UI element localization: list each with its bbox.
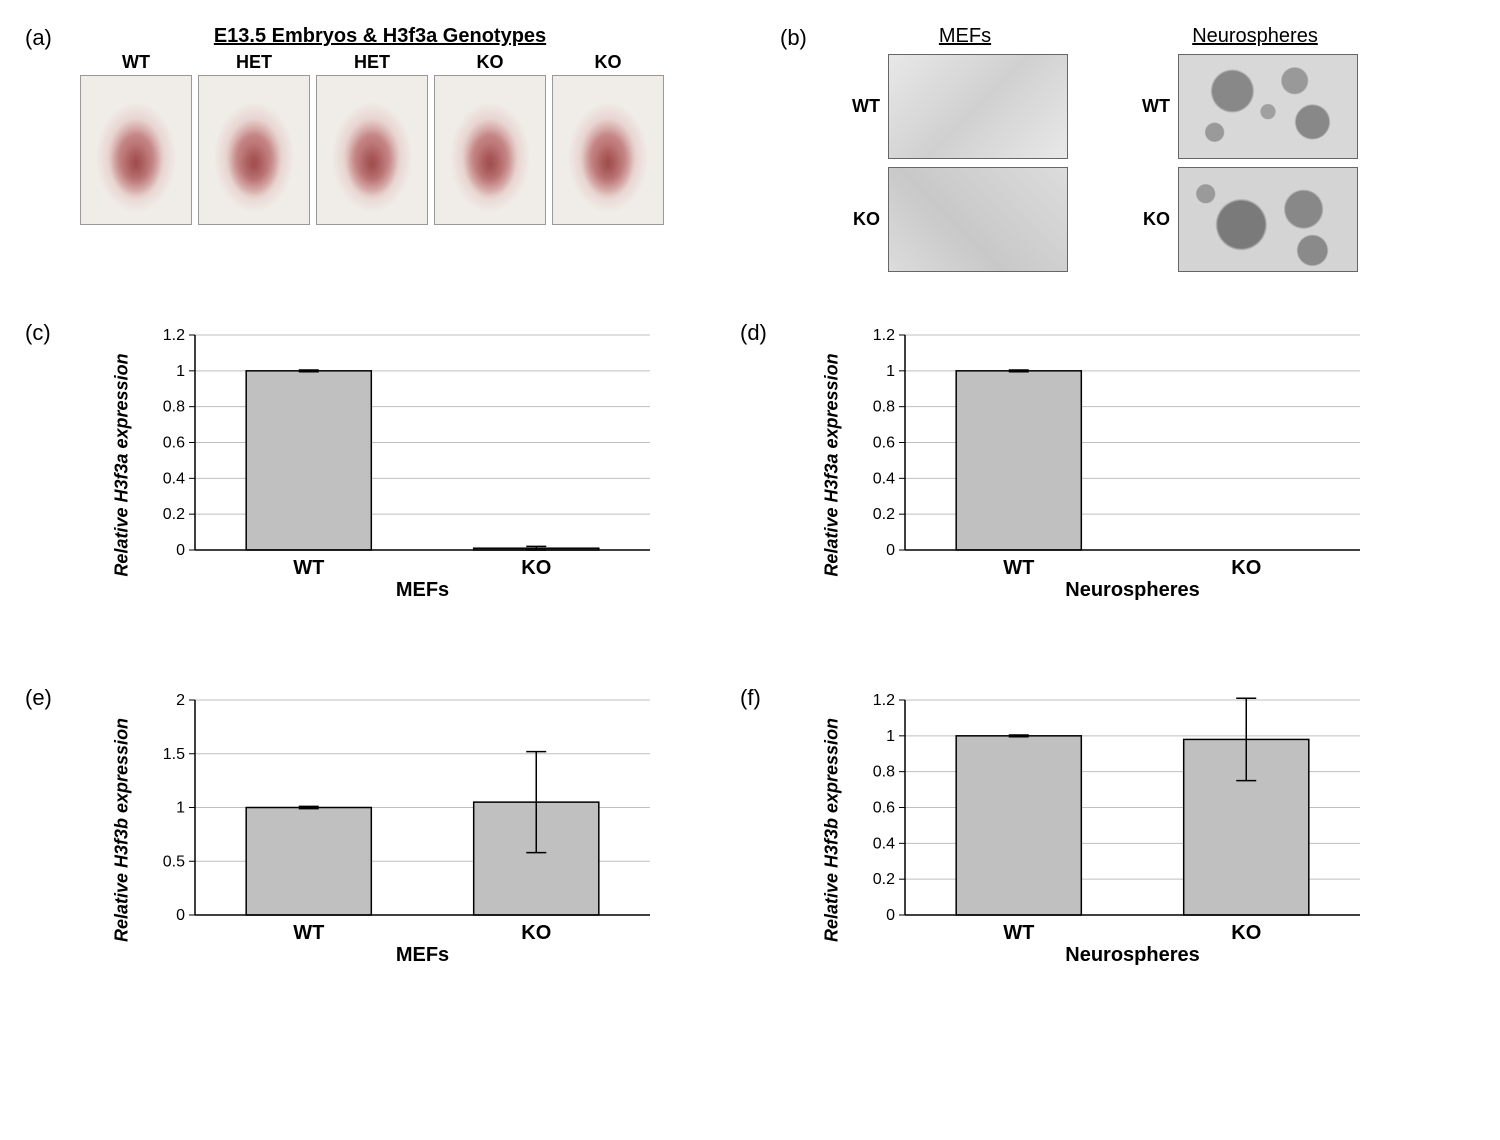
micro-row: KO bbox=[1130, 167, 1380, 272]
embryo-col: KO bbox=[552, 52, 664, 225]
svg-text:0: 0 bbox=[886, 907, 895, 924]
panel-a-title: E13.5 Embryos & H3f3a Genotypes bbox=[80, 25, 680, 48]
micro-label: KO bbox=[1130, 209, 1170, 230]
embryo-col: WT bbox=[80, 52, 192, 225]
embryo-label: KO bbox=[434, 52, 546, 73]
svg-text:WT: WT bbox=[1003, 922, 1034, 944]
chart-e: 00.511.52WTKOMEFsRelative H3f3b expressi… bbox=[140, 690, 660, 970]
mefs-title: MEFs bbox=[840, 25, 1090, 48]
chart-f: 00.20.40.60.811.2WTKONeurospheresRelativ… bbox=[850, 690, 1370, 970]
figure-container: (a) (b) (c) (d) (e) (f) E13.5 Embryos & … bbox=[20, 20, 1480, 1120]
panel-label-f: (f) bbox=[740, 685, 761, 711]
svg-text:1: 1 bbox=[886, 728, 895, 745]
svg-text:1.5: 1.5 bbox=[163, 746, 185, 763]
svg-text:1: 1 bbox=[886, 363, 895, 380]
panel-label-b: (b) bbox=[780, 25, 807, 51]
svg-text:0: 0 bbox=[176, 907, 185, 924]
micro-row: WT bbox=[1130, 54, 1380, 159]
embryo-label: HET bbox=[316, 52, 428, 73]
panel-label-e: (e) bbox=[25, 685, 52, 711]
panel-b: MEFs WT KO Neurospheres WT KO bbox=[840, 25, 1400, 280]
embryo-image bbox=[552, 75, 664, 225]
svg-text:0: 0 bbox=[886, 542, 895, 559]
svg-text:KO: KO bbox=[521, 557, 551, 579]
embryo-label: WT bbox=[80, 52, 192, 73]
panel-label-d: (d) bbox=[740, 320, 767, 346]
svg-text:0.8: 0.8 bbox=[873, 764, 895, 781]
svg-text:1: 1 bbox=[176, 363, 185, 380]
svg-text:1.2: 1.2 bbox=[873, 692, 895, 709]
svg-text:KO: KO bbox=[521, 922, 551, 944]
panel-a: E13.5 Embryos & H3f3a Genotypes WT HET H… bbox=[80, 25, 680, 225]
embryo-image bbox=[198, 75, 310, 225]
svg-text:Neurospheres: Neurospheres bbox=[1065, 579, 1200, 601]
svg-text:1: 1 bbox=[176, 800, 185, 817]
svg-text:0.2: 0.2 bbox=[873, 506, 895, 523]
panel-label-c: (c) bbox=[25, 320, 51, 346]
embryo-image bbox=[316, 75, 428, 225]
svg-text:KO: KO bbox=[1231, 922, 1261, 944]
svg-text:MEFs: MEFs bbox=[396, 944, 449, 966]
embryo-col: HET bbox=[198, 52, 310, 225]
svg-text:KO: KO bbox=[1231, 557, 1261, 579]
y-axis-label: Relative H3f3b expression bbox=[822, 718, 843, 942]
micro-row: WT bbox=[840, 54, 1090, 159]
panel-label-a: (a) bbox=[25, 25, 52, 51]
svg-text:WT: WT bbox=[1003, 557, 1034, 579]
svg-text:0.8: 0.8 bbox=[873, 399, 895, 416]
svg-text:0: 0 bbox=[176, 542, 185, 559]
micro-label: WT bbox=[840, 96, 880, 117]
chart-d: 00.20.40.60.811.2WTKONeurospheresRelativ… bbox=[850, 325, 1370, 605]
micro-row: KO bbox=[840, 167, 1090, 272]
svg-text:WT: WT bbox=[293, 557, 324, 579]
svg-text:0.4: 0.4 bbox=[163, 470, 185, 487]
neurospheres-title: Neurospheres bbox=[1130, 25, 1380, 48]
embryo-label: HET bbox=[198, 52, 310, 73]
neurospheres-wt-image bbox=[1178, 54, 1358, 159]
svg-text:0.6: 0.6 bbox=[873, 435, 895, 452]
embryo-row: WT HET HET KO KO bbox=[80, 52, 680, 225]
svg-text:1.2: 1.2 bbox=[873, 327, 895, 344]
mefs-wt-image bbox=[888, 54, 1068, 159]
svg-text:Neurospheres: Neurospheres bbox=[1065, 944, 1200, 966]
svg-text:2: 2 bbox=[176, 692, 185, 709]
embryo-image bbox=[434, 75, 546, 225]
embryo-image bbox=[80, 75, 192, 225]
micro-label: WT bbox=[1130, 96, 1170, 117]
svg-text:0.4: 0.4 bbox=[873, 470, 895, 487]
mefs-ko-image bbox=[888, 167, 1068, 272]
panel-b-col-neurospheres: Neurospheres WT KO bbox=[1130, 25, 1380, 280]
micro-label: KO bbox=[840, 209, 880, 230]
svg-text:0.2: 0.2 bbox=[163, 506, 185, 523]
embryo-col: KO bbox=[434, 52, 546, 225]
svg-text:0.6: 0.6 bbox=[873, 800, 895, 817]
svg-text:WT: WT bbox=[293, 922, 324, 944]
svg-text:1.2: 1.2 bbox=[163, 327, 185, 344]
svg-text:MEFs: MEFs bbox=[396, 579, 449, 601]
svg-text:0.6: 0.6 bbox=[163, 435, 185, 452]
panel-b-col-mefs: MEFs WT KO bbox=[840, 25, 1090, 280]
svg-text:0.8: 0.8 bbox=[163, 399, 185, 416]
embryo-label: KO bbox=[552, 52, 664, 73]
chart-c: 00.20.40.60.811.2WTKOMEFsRelative H3f3a … bbox=[140, 325, 660, 605]
svg-text:0.4: 0.4 bbox=[873, 835, 895, 852]
neurospheres-ko-image bbox=[1178, 167, 1358, 272]
svg-text:0.2: 0.2 bbox=[873, 871, 895, 888]
y-axis-label: Relative H3f3b expression bbox=[112, 718, 133, 942]
embryo-col: HET bbox=[316, 52, 428, 225]
y-axis-label: Relative H3f3a expression bbox=[822, 353, 843, 576]
y-axis-label: Relative H3f3a expression bbox=[112, 353, 133, 576]
svg-text:0.5: 0.5 bbox=[163, 853, 185, 870]
